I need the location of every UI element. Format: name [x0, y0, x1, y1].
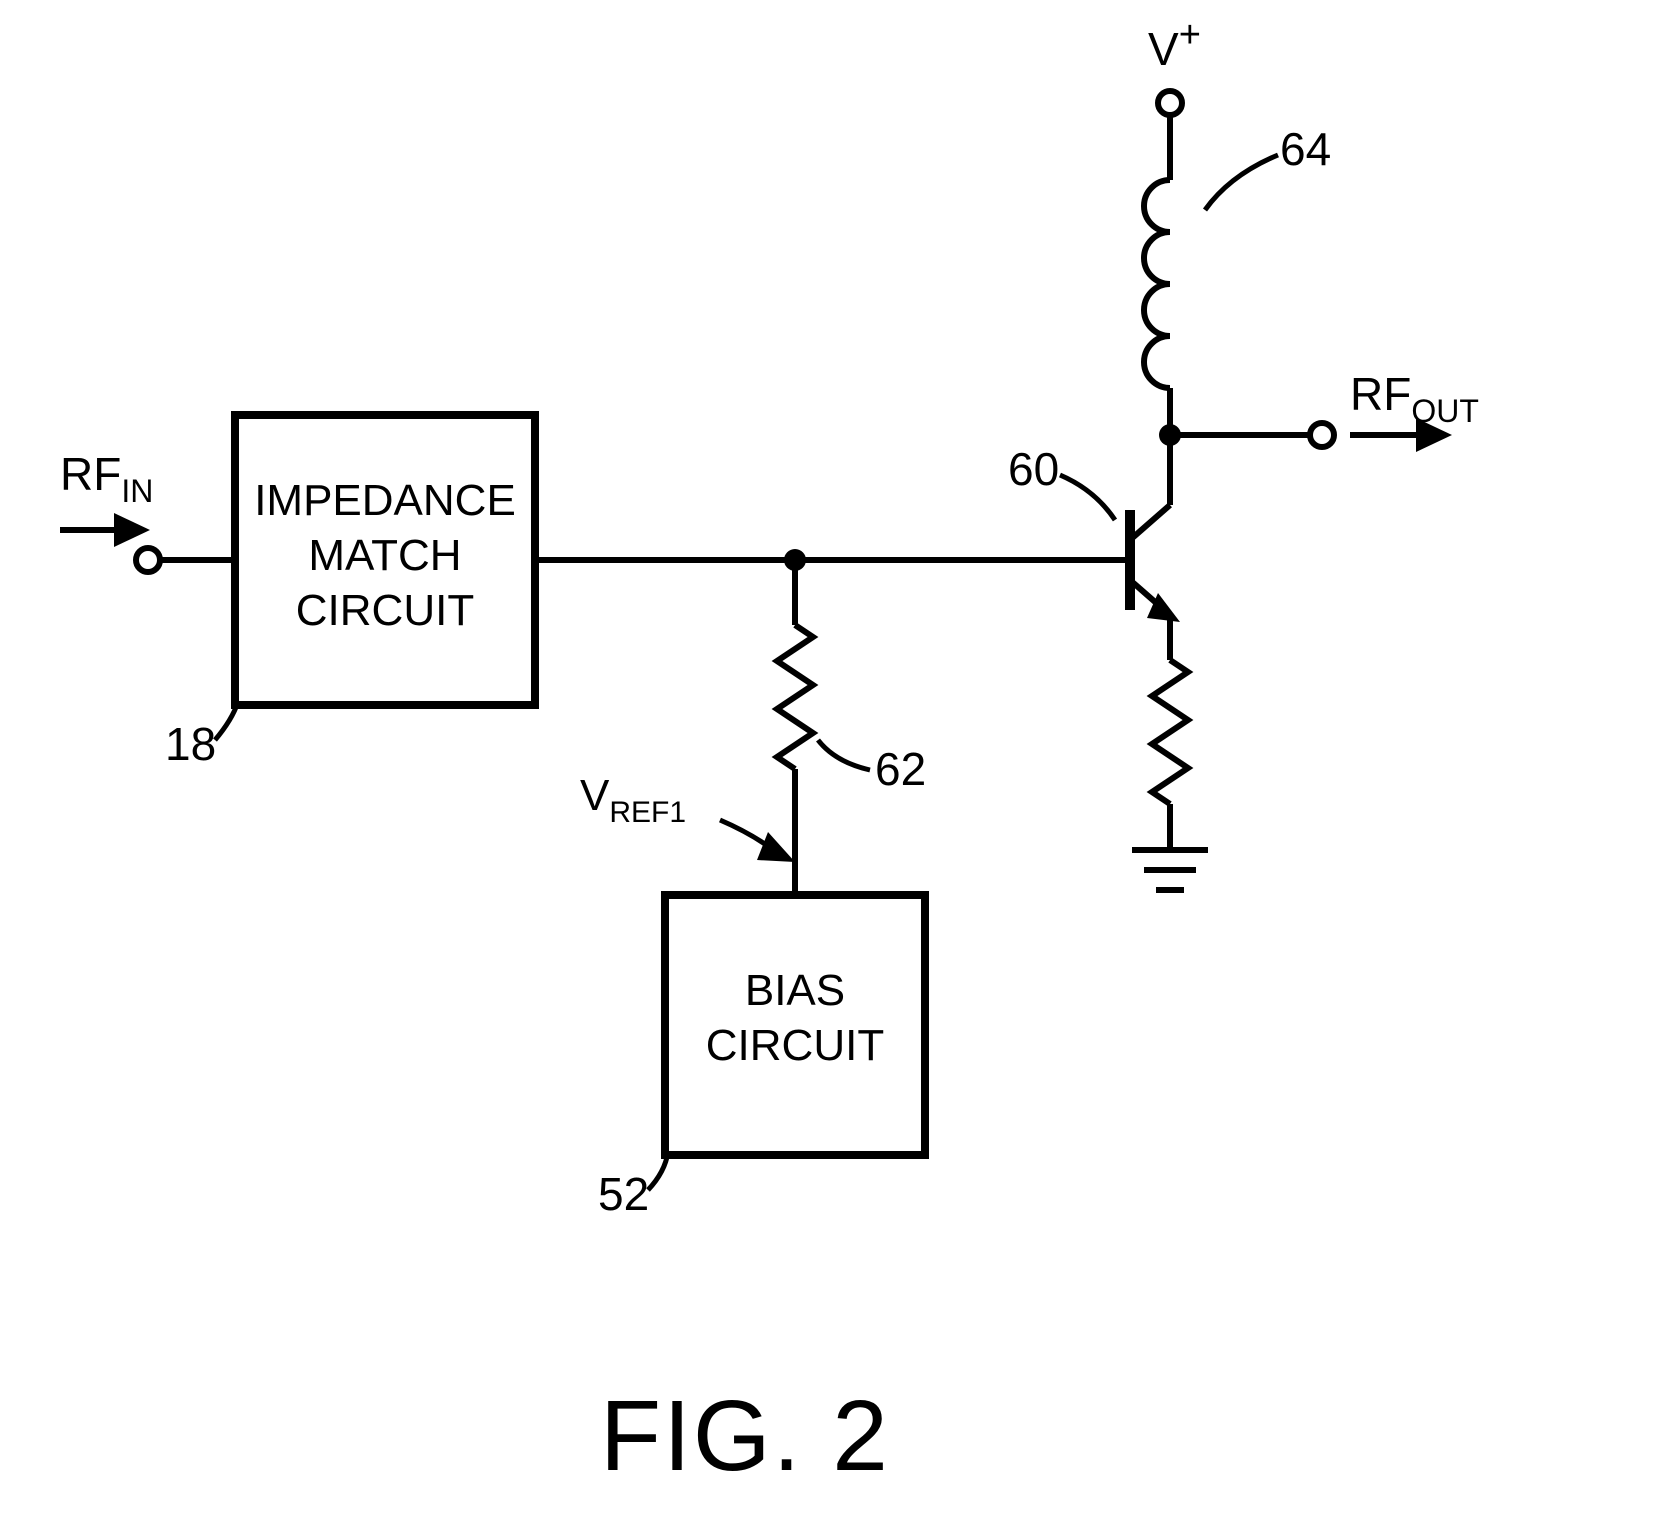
label-rfout: RFOUT: [1350, 368, 1479, 429]
ref-64: 64: [1280, 123, 1331, 175]
terminal-vplus: [1158, 91, 1182, 115]
vref-text: V: [580, 771, 610, 820]
rfin-sub: IN: [121, 473, 153, 509]
transistor-60: [1090, 505, 1180, 622]
leader-62: [818, 740, 870, 770]
rfout-text: RF: [1350, 368, 1411, 420]
rfin-text: RF: [60, 448, 121, 500]
impedance-text-1: IMPEDANCE: [254, 476, 516, 525]
ref-60: 60: [1008, 443, 1059, 495]
label-vref1: VREF1: [580, 771, 686, 829]
bias-text-1: BIAS: [745, 966, 845, 1015]
vref-sub: REF1: [609, 796, 686, 829]
terminal-rfin: [136, 548, 160, 572]
impedance-text-2: MATCH: [308, 531, 461, 580]
ref-62: 62: [875, 743, 926, 795]
leader-64: [1205, 155, 1278, 210]
ground-symbol: [1132, 850, 1208, 890]
impedance-text-3: CIRCUIT: [296, 586, 474, 635]
resistor-62: [777, 625, 813, 769]
resistor-emitter: [1152, 660, 1188, 804]
terminal-rfout: [1310, 423, 1334, 447]
vplus-sup: +: [1179, 14, 1201, 56]
inductor-64: [1144, 180, 1170, 388]
label-rfin: RFIN: [60, 448, 153, 509]
label-vplus: V+: [1148, 14, 1201, 75]
arrow-rfin-head: [114, 513, 150, 547]
leader-52: [648, 1152, 668, 1190]
leader-60: [1060, 475, 1115, 520]
ref-18: 18: [165, 718, 216, 770]
circuit-diagram: V+ 64 RFOUT 60 RFIN: [0, 0, 1678, 1538]
vplus-text: V: [1148, 23, 1179, 75]
arrow-vref1-head: [757, 832, 795, 862]
bias-text-2: CIRCUIT: [706, 1021, 884, 1070]
figure-label: FIG. 2: [600, 1380, 890, 1492]
leader-18: [215, 702, 238, 740]
ref-52: 52: [598, 1168, 649, 1220]
